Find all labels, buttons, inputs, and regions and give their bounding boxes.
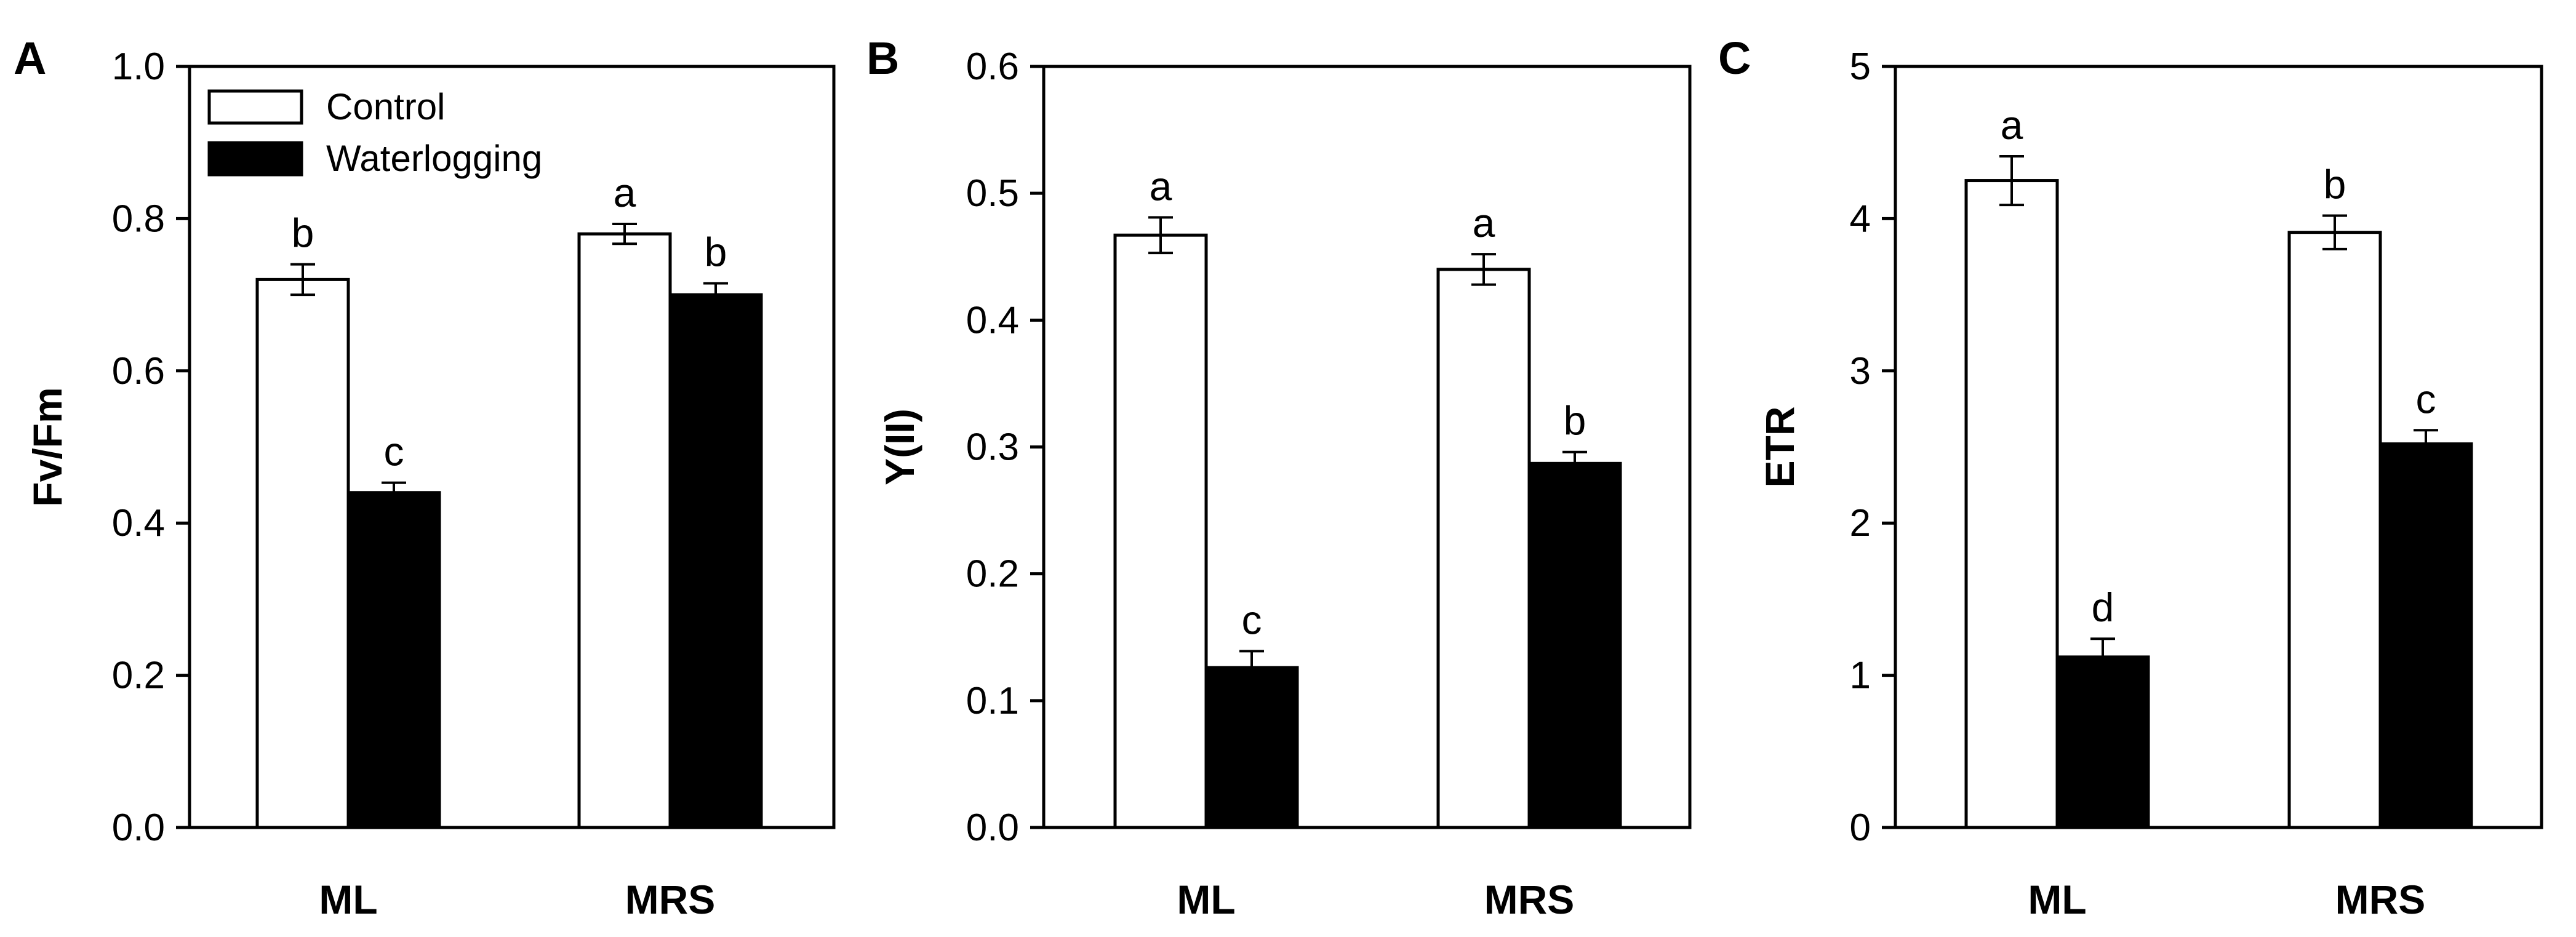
significance-letter: a (1150, 163, 1172, 209)
x-category-label: MRS (2335, 877, 2426, 922)
y-axis-label: Y(II) (877, 409, 922, 485)
bar-waterlogging-mrs (1527, 461, 1622, 829)
significance-letter: b (1564, 398, 1586, 444)
y-axis-label: Fv/Fm (25, 387, 70, 506)
legend-label-control: Control (326, 86, 445, 127)
y-tick-label: 0.0 (112, 807, 165, 849)
significance-letter: b (292, 210, 314, 256)
plot-frame (1042, 65, 1692, 829)
y-tick-label: 0.8 (112, 197, 165, 240)
legend-swatch-waterlogging (207, 141, 303, 177)
x-category-label: MRS (1484, 877, 1575, 922)
bar-waterlogging-mrs (2378, 442, 2473, 829)
legend-label-waterlogging: Waterlogging (326, 138, 542, 179)
y-tick-label: 0.1 (966, 680, 1019, 722)
panel-label-A: A (14, 33, 46, 84)
panel-label-C: C (1718, 33, 1751, 84)
y-tick-label: 0.3 (966, 426, 1019, 469)
y-axis-label: ETR (1757, 407, 1802, 488)
plot-frame (188, 65, 836, 829)
significance-letter: c (1242, 597, 1262, 642)
x-category-label: ML (2028, 877, 2086, 922)
bar-waterlogging-ml (346, 491, 441, 829)
significance-letter: a (1473, 200, 1495, 245)
y-tick-label: 1 (1850, 655, 1871, 697)
x-category-label: ML (1177, 877, 1235, 922)
y-tick-label: 0.5 (966, 172, 1019, 215)
y-tick-label: 0.0 (966, 807, 1019, 849)
y-tick-label: 0.6 (966, 46, 1019, 88)
significance-letter: b (2324, 161, 2346, 207)
y-tick-label: 0 (1850, 807, 1871, 849)
significance-letter: a (2001, 102, 2023, 148)
x-category-label: ML (319, 877, 377, 922)
y-tick-label: 3 (1850, 350, 1871, 393)
significance-letter: c (2416, 376, 2436, 421)
bar-control-ml (1964, 179, 2059, 829)
bar-control-mrs (2287, 231, 2382, 829)
x-category-label: MRS (625, 877, 716, 922)
bar-waterlogging-ml (1204, 666, 1299, 829)
plot-frame (1894, 65, 2543, 829)
y-tick-label: 4 (1850, 197, 1871, 240)
bar-waterlogging-ml (2055, 655, 2150, 829)
y-tick-label: 0.2 (966, 553, 1019, 596)
bar-waterlogging-mrs (668, 293, 763, 829)
y-tick-label: 5 (1850, 46, 1871, 88)
bar-control-ml (255, 277, 350, 829)
significance-letter: b (705, 229, 727, 275)
y-tick-label: 0.6 (112, 350, 165, 393)
y-tick-label: 0.4 (112, 502, 165, 544)
significance-letter: a (614, 170, 636, 215)
bar-control-ml (1113, 233, 1208, 829)
y-tick-label: 2 (1850, 502, 1871, 544)
y-tick-label: 1.0 (112, 46, 165, 88)
y-tick-label: 0.4 (966, 299, 1019, 341)
panel-label-B: B (866, 33, 899, 84)
legend-swatch-control (207, 89, 303, 125)
significance-letter: c (384, 429, 404, 474)
significance-letter: d (2092, 584, 2114, 630)
bar-control-mrs (577, 232, 672, 829)
bar-control-mrs (1436, 268, 1531, 829)
y-tick-label: 0.2 (112, 655, 165, 697)
